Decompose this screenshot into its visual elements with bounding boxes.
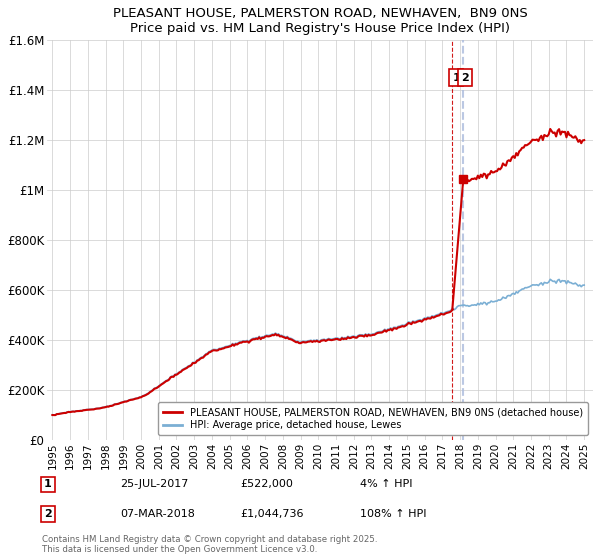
Text: 2: 2 <box>44 509 52 519</box>
Text: 25-JUL-2017: 25-JUL-2017 <box>120 479 188 489</box>
Text: 07-MAR-2018: 07-MAR-2018 <box>120 509 195 519</box>
Text: 1: 1 <box>452 73 460 83</box>
Text: 4% ↑ HPI: 4% ↑ HPI <box>360 479 413 489</box>
Title: PLEASANT HOUSE, PALMERSTON ROAD, NEWHAVEN,  BN9 0NS
Price paid vs. HM Land Regis: PLEASANT HOUSE, PALMERSTON ROAD, NEWHAVE… <box>113 7 527 35</box>
Text: 1: 1 <box>44 479 52 489</box>
Text: £1,044,736: £1,044,736 <box>240 509 304 519</box>
Text: £522,000: £522,000 <box>240 479 293 489</box>
Text: 2: 2 <box>461 73 469 83</box>
Text: 108% ↑ HPI: 108% ↑ HPI <box>360 509 427 519</box>
Legend: PLEASANT HOUSE, PALMERSTON ROAD, NEWHAVEN, BN9 0NS (detached house), HPI: Averag: PLEASANT HOUSE, PALMERSTON ROAD, NEWHAVE… <box>158 402 588 435</box>
Text: Contains HM Land Registry data © Crown copyright and database right 2025.
This d: Contains HM Land Registry data © Crown c… <box>42 535 377 554</box>
